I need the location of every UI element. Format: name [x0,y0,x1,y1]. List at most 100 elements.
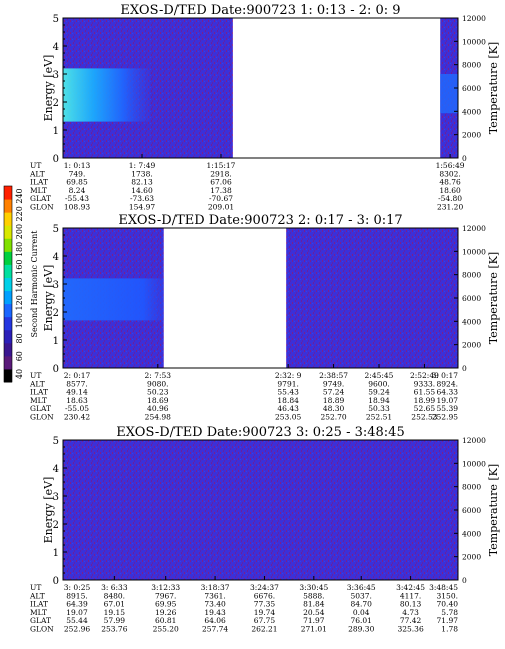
table-cell: 9080. [147,379,168,388]
table-cell: 1: 7:49 [129,161,156,170]
table-cell: 289.30 [348,625,374,634]
table-cell: 3:12:33 [151,583,180,592]
colorbar: 40 60 80 100 120 140 160 180 200 220 240 Second Har… [3,185,39,383]
y-tick-label: 2 [53,520,59,531]
table-cell: 8.24 [69,186,86,195]
table-cell: 3:48:45 [429,583,458,592]
y-tick-label: 2 [53,308,59,319]
table-cell: 8480. [104,591,125,600]
table-cell: 18.63 [66,396,88,405]
table-cell: 60.81 [155,616,176,625]
table-cell: -54.80 [438,194,462,203]
y-right-tick-label: 2000 [462,131,481,140]
table-cell: 67.75 [254,616,276,625]
table-cell: 209.01 [208,203,234,212]
y-right-tick-label: 0 [462,576,467,585]
colorbar-swatch [4,186,12,200]
table-cell: 1: 0:13 [64,161,91,170]
table-cell: 4117. [400,591,421,600]
y-axis-label: Energy [eV] [42,477,55,544]
table-cell: 19.43 [204,608,226,617]
table-cell: 19.07 [66,608,88,617]
y-right-tick-label: 12000 [462,14,486,23]
table-cell: 18.60 [439,186,461,195]
table-cell: 262.21 [251,625,277,634]
colorbar-swatch [4,212,12,226]
colorbar-swatch [4,316,12,331]
y-right-tick-label: 4000 [462,317,481,326]
table-cell: 7361. [204,591,225,600]
table-cell: 81.84 [303,600,325,609]
table-cell: 0.04 [353,608,370,617]
colorbar-frame [3,185,13,383]
table-row-label: GLAT [30,194,51,203]
y-tick-label: 3 [53,492,59,503]
colorbar-tick-label: 40 [15,369,24,379]
table-cell: -70.67 [209,194,233,203]
y-right-tick-label: 8000 [462,483,481,492]
table-cell: 55.39 [437,404,459,413]
table-row-label: UT [30,583,41,592]
table-cell: 3:30:45 [299,583,328,592]
table-cell: 2: 7:53 [145,371,172,380]
table-cell: 18.94 [368,396,390,405]
spectrogram-data-segment [286,228,458,368]
colorbar-swatch [4,277,12,292]
table-cell: 9600. [368,379,389,388]
table-cell: 5037. [350,591,371,600]
table-cell: 8577. [66,379,87,388]
colorbar-tick-label: 60 [15,351,24,361]
table-cell: 4.73 [402,608,419,617]
table-cell: 252.53 [411,413,437,422]
y-right-axis-label: Temperature [K] [487,464,500,556]
table-cell: 18.99 [414,396,436,405]
table-cell: 271.01 [301,625,327,634]
colorbar-tick-label: 140 [15,277,24,292]
y-right-tick-label: 6000 [462,84,481,93]
table-cell: 73.40 [204,600,226,609]
colorbar-tick-label: 200 [15,224,24,239]
table-cell: 52.65 [414,404,436,413]
colorbar-swatch [4,264,12,278]
table-cell: 325.36 [397,625,423,634]
table-cell: 3:36:45 [347,583,376,592]
table-cell: 55.44 [66,616,88,625]
panel-title: EXOS-D/TED Date:900723 1: 0:13 - 2: 0: 9 [120,3,400,18]
table-cell: 40.96 [147,404,169,413]
y-tick-label: 0 [53,364,59,375]
panel-title: EXOS-D/TED Date:900723 3: 0:25 - 3:48:45 [116,425,404,440]
table-cell: 1:56:49 [436,161,465,170]
y-right-tick-label: 0 [462,364,467,373]
table-cell: 67.01 [104,600,125,609]
table-cell: 3:42:45 [396,583,425,592]
table-cell: 69.95 [155,600,177,609]
y-tick-label: 3 [53,280,59,291]
table-cell: 3: 6:33 [101,583,128,592]
y-right-axis-label: Temperature [K] [487,252,500,344]
spectrogram-data-segment [63,440,458,580]
colorbar-tick-label: 120 [15,295,24,310]
y-right-tick-label: 2000 [462,341,481,350]
colorbar-tick-label: 220 [15,206,24,221]
colorbar-tick-label: 80 [15,333,24,343]
table-row-label: ALT [29,379,45,388]
table-row-label: GLON [30,413,54,422]
y-tick-label: 4 [53,252,59,263]
y-right-tick-label: 10000 [462,247,486,256]
y-tick-label: 1 [53,548,59,559]
table-row-label: MLT [30,608,47,617]
table-cell: 76.01 [350,616,371,625]
table-cell: 3150. [437,591,458,600]
y-right-tick-label: 2000 [462,553,481,562]
y-tick-label: 2 [53,98,59,109]
table-cell: -73.63 [130,194,154,203]
colorbar-swatch [4,225,12,239]
table-cell: 50.33 [368,404,390,413]
y-right-tick-label: 4000 [462,107,481,116]
table-cell: 252.95 [432,413,458,422]
table-cell: 64.06 [204,616,226,625]
